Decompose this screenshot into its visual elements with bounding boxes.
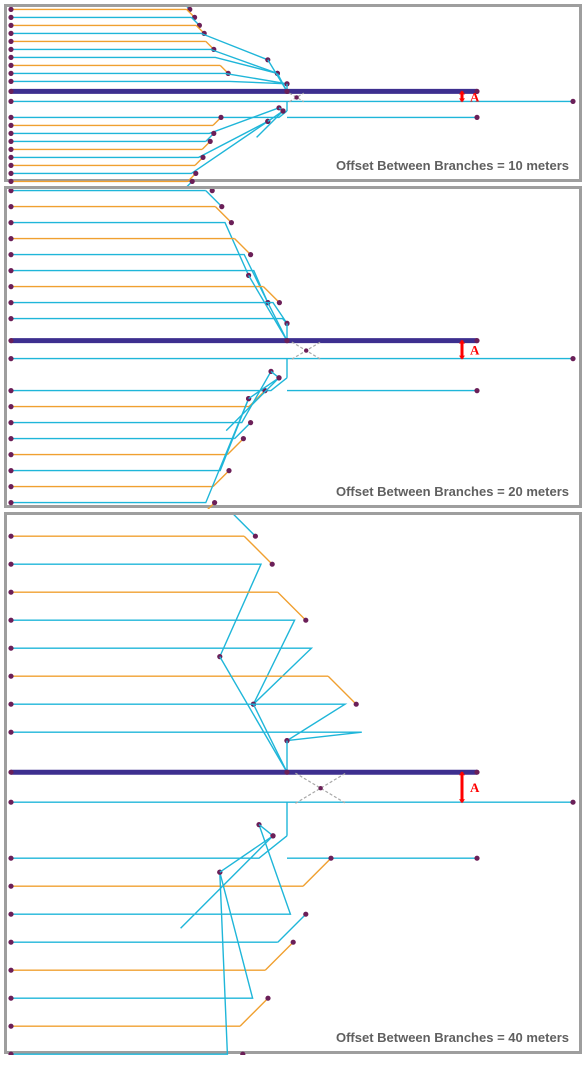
- panel-caption: Offset Between Branches = 10 meters: [336, 158, 569, 173]
- panel-caption: Offset Between Branches = 40 meters: [336, 1030, 569, 1045]
- panel-caption: Offset Between Branches = 20 meters: [336, 484, 569, 499]
- svg-text:A: A: [470, 343, 480, 358]
- diagram-panel-3: A Offset Between Branches = 40 meters: [4, 512, 582, 1054]
- diagram-panel-1: A Offset Between Branches = 10 meters: [4, 4, 582, 182]
- svg-text:A: A: [470, 780, 480, 795]
- svg-text:A: A: [470, 89, 480, 104]
- diagram-panel-2: A Offset Between Branches = 20 meters: [4, 186, 582, 508]
